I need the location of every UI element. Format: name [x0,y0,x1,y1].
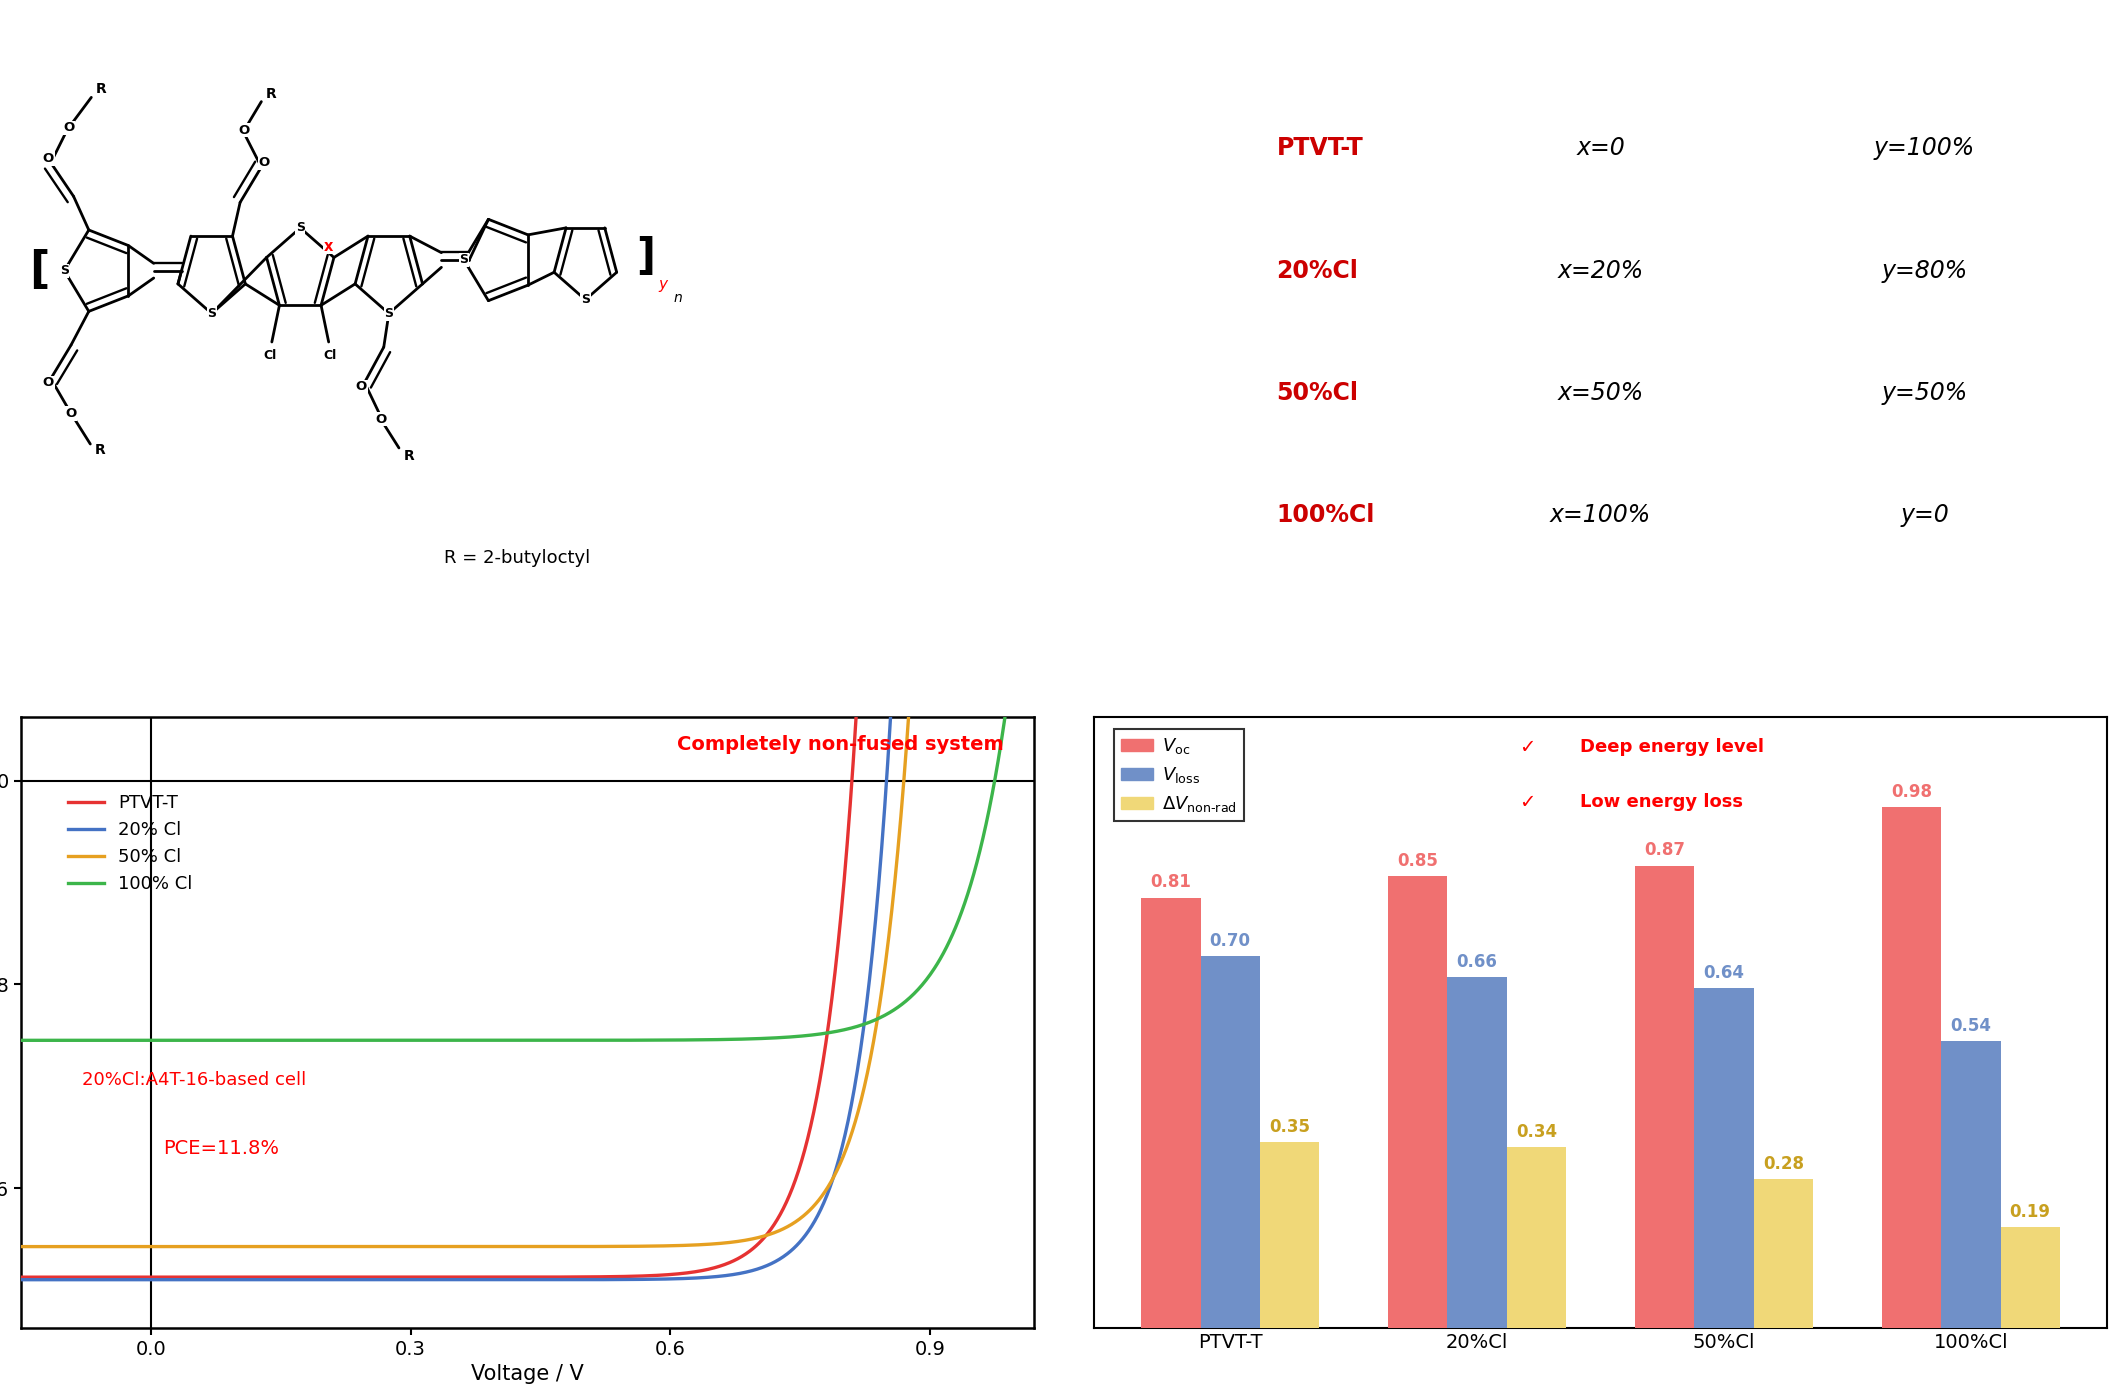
Text: Deep energy level: Deep energy level [1581,738,1764,756]
X-axis label: Voltage / V: Voltage / V [470,1364,583,1384]
Text: O: O [64,122,74,134]
Text: Cl: Cl [323,350,336,362]
Text: 0.54: 0.54 [1951,1016,1992,1035]
Bar [1753,1180,1813,1328]
Text: [: [ [30,249,49,292]
Text: O: O [355,380,368,393]
Text: R: R [96,443,106,457]
Text: x=0: x=0 [1577,137,1626,161]
Bar [1881,807,1941,1328]
Text: O: O [66,407,77,419]
Text: y=100%: y=100% [1875,137,1975,161]
Text: x=100%: x=100% [1549,503,1651,527]
Text: y=50%: y=50% [1881,380,1968,405]
Text: Completely non-fused system: Completely non-fused system [677,735,1002,754]
Text: ✓: ✓ [1519,738,1536,758]
Text: PTVT-T: PTVT-T [1277,137,1364,161]
Bar [1634,865,1694,1328]
Text: Cl: Cl [264,350,277,362]
Text: ]: ] [636,236,655,278]
Bar [1694,988,1753,1328]
Text: S: S [581,294,589,306]
Bar [1141,898,1200,1328]
Text: ✓: ✓ [1519,793,1536,812]
Text: R: R [96,82,106,96]
Text: S: S [60,264,68,277]
Text: 20%Cl:A4T-16-based cell: 20%Cl:A4T-16-based cell [83,1071,306,1089]
Bar [1387,877,1447,1328]
Text: 100%Cl: 100%Cl [1277,503,1375,527]
Text: 0.70: 0.70 [1209,931,1251,949]
Text: 50%Cl: 50%Cl [1277,380,1358,405]
Text: x: x [323,239,332,254]
Text: O: O [238,124,249,137]
Bar [1941,1042,2000,1328]
Text: S: S [296,221,304,235]
Text: 0.64: 0.64 [1705,963,1745,981]
Text: y=80%: y=80% [1881,259,1968,282]
Text: O: O [257,157,270,169]
Text: O: O [43,376,53,390]
Bar [2000,1227,2060,1328]
Text: R = 2-butyloctyl: R = 2-butyloctyl [445,549,589,568]
Text: 0.34: 0.34 [1515,1123,1558,1141]
Text: $n$: $n$ [672,291,683,305]
Bar [1260,1142,1319,1328]
Text: 0.28: 0.28 [1762,1155,1805,1173]
Text: S: S [206,308,217,320]
Text: 20%Cl: 20%Cl [1277,259,1358,282]
Text: $y$: $y$ [658,278,670,294]
Text: R: R [266,87,277,101]
Text: S: S [385,308,394,320]
Text: S: S [460,253,468,267]
Text: 0.81: 0.81 [1151,874,1192,891]
Bar [1447,977,1507,1328]
Text: x=20%: x=20% [1558,259,1643,282]
Text: 0.19: 0.19 [2009,1202,2051,1220]
Text: 0.98: 0.98 [1892,783,1932,801]
Text: 0.87: 0.87 [1645,842,1685,860]
Text: O: O [375,412,387,426]
Bar [1200,956,1260,1328]
Text: PCE=11.8%: PCE=11.8% [164,1138,279,1158]
Text: 0.35: 0.35 [1268,1117,1311,1135]
Text: x=50%: x=50% [1558,380,1643,405]
Text: R: R [404,449,415,463]
Text: 0.85: 0.85 [1398,851,1439,870]
Legend: PTVT-T, 20% Cl, 50% Cl, 100% Cl: PTVT-T, 20% Cl, 50% Cl, 100% Cl [62,787,200,900]
Text: O: O [43,152,53,165]
Bar [1507,1148,1566,1328]
Text: Low energy loss: Low energy loss [1581,793,1743,811]
Legend: $V_\mathrm{oc}$, $V_\mathrm{loss}$, $\Delta V_\mathrm{non\text{-}rad}$: $V_\mathrm{oc}$, $V_\mathrm{loss}$, $\De… [1113,728,1245,822]
Text: 0.66: 0.66 [1458,953,1498,972]
Text: y=0: y=0 [1900,503,1949,527]
